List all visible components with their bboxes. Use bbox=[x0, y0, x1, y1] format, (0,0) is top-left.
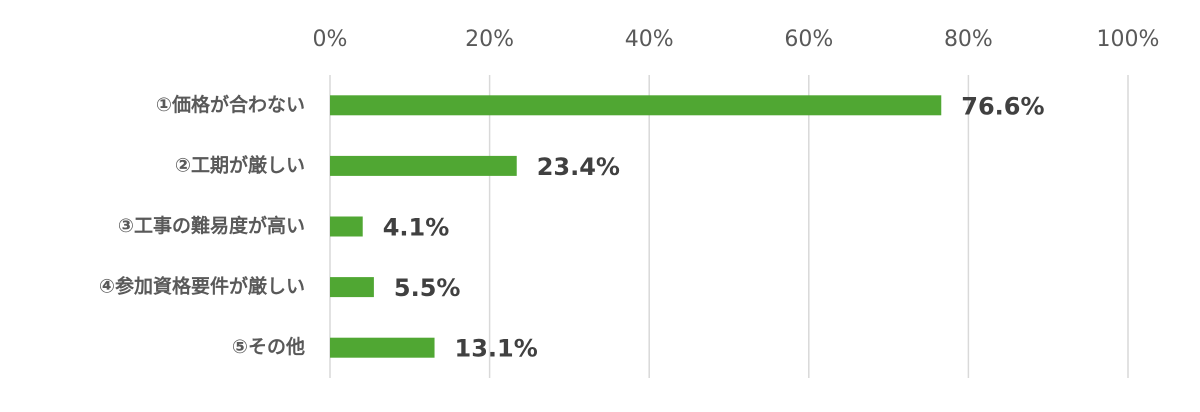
y-tick-label: ③工事の難易度が高い bbox=[118, 214, 305, 237]
x-tick-label: 0% bbox=[313, 27, 348, 52]
y-tick-label: ⑤その他 bbox=[232, 335, 305, 358]
y-tick-label: ④参加資格要件が厳しい bbox=[99, 275, 305, 298]
x-tick-label: 100% bbox=[1097, 27, 1160, 52]
value-label: 23.4% bbox=[537, 153, 620, 181]
x-tick-label: 40% bbox=[625, 27, 674, 52]
x-tick-label: 60% bbox=[784, 27, 833, 52]
bar bbox=[330, 216, 363, 237]
value-label: 76.6% bbox=[961, 92, 1044, 120]
x-tick-label: 80% bbox=[944, 27, 993, 52]
value-label: 5.5% bbox=[394, 274, 461, 302]
bar bbox=[330, 95, 942, 116]
x-tick-label: 20% bbox=[465, 27, 514, 52]
bar bbox=[330, 155, 517, 176]
value-label: 13.1% bbox=[455, 335, 538, 363]
y-tick-label: ①価格が合わない bbox=[156, 93, 305, 116]
y-tick-label: ②工期が厳しい bbox=[175, 153, 305, 176]
bar bbox=[330, 277, 374, 298]
bar bbox=[330, 337, 435, 358]
value-label: 4.1% bbox=[383, 214, 450, 242]
